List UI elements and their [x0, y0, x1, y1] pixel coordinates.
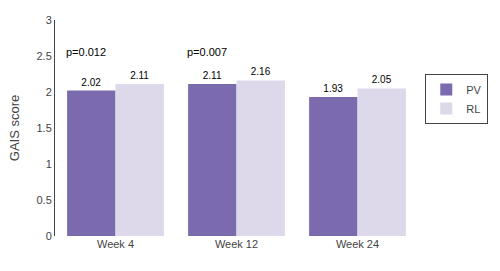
svg-text:2.05: 2.05: [372, 74, 392, 85]
svg-text:3: 3: [46, 14, 52, 26]
svg-text:2.11: 2.11: [130, 70, 149, 81]
svg-text:Week 4: Week 4: [97, 238, 134, 250]
svg-text:1.5: 1.5: [37, 122, 52, 134]
svg-text:PV: PV: [466, 84, 481, 96]
svg-text:2.5: 2.5: [37, 50, 52, 62]
svg-text:1.93: 1.93: [323, 83, 343, 94]
svg-text:2.11: 2.11: [203, 70, 222, 81]
svg-text:GAIS score: GAIS score: [7, 95, 22, 161]
svg-text:2: 2: [46, 86, 52, 98]
svg-text:0.5: 0.5: [37, 194, 52, 206]
svg-text:1: 1: [46, 158, 52, 170]
svg-text:Week 12: Week 12: [215, 238, 258, 250]
svg-text:Week 24: Week 24: [336, 238, 379, 250]
svg-text:2.16: 2.16: [251, 66, 271, 77]
svg-text:p=0.012: p=0.012: [66, 46, 106, 58]
svg-text:0: 0: [46, 230, 52, 242]
svg-text:RL: RL: [466, 103, 480, 115]
svg-text:2.02: 2.02: [81, 77, 101, 88]
svg-text:p=0.007: p=0.007: [187, 46, 227, 58]
